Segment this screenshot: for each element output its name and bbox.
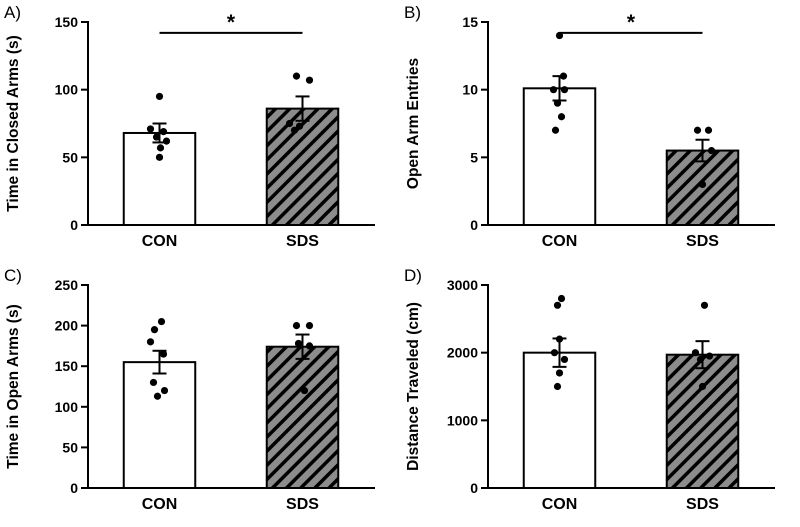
svg-text:1000: 1000: [447, 412, 478, 428]
svg-text:*: *: [227, 11, 236, 34]
svg-text:Time in Closed Arms (s): Time in Closed Arms (s): [5, 35, 22, 212]
svg-text:150: 150: [55, 14, 79, 30]
svg-text:100: 100: [55, 82, 79, 98]
svg-text:3000: 3000: [447, 277, 478, 293]
svg-text:Distance Traveled (cm): Distance Traveled (cm): [405, 302, 422, 471]
svg-text:SDS: SDS: [286, 496, 319, 513]
svg-text:5: 5: [470, 149, 478, 165]
svg-text:SDS: SDS: [286, 233, 319, 250]
svg-text:A): A): [4, 3, 21, 22]
svg-text:SDS: SDS: [686, 496, 719, 513]
chart-svg-a: A) 0 50 100 150 Time in Closed Arms (s) CON SDS…: [4, 3, 375, 250]
svg-text:200: 200: [55, 318, 79, 334]
panel-b: B) 0 5 10 15 Open Arm Entries CON SDS *: [400, 0, 800, 263]
svg-text:*: *: [627, 11, 636, 34]
svg-text:SDS: SDS: [686, 233, 719, 250]
svg-text:250: 250: [55, 277, 79, 293]
svg-text:Open Arm Entries: Open Arm Entries: [405, 58, 422, 189]
svg-text:2000: 2000: [447, 345, 478, 361]
svg-text:0: 0: [470, 480, 478, 496]
svg-text:0: 0: [70, 217, 78, 233]
svg-text:B): B): [404, 3, 421, 22]
panel-c: C) 0 50 100 150 200 250 Time in Open Arms (s) CO…: [0, 263, 400, 527]
svg-text:15: 15: [462, 14, 478, 30]
svg-text:100: 100: [55, 399, 79, 415]
svg-text:C): C): [4, 266, 22, 285]
svg-text:10: 10: [462, 82, 478, 98]
panel-a: A) 0 50 100 150 Time in Closed Arms (s) CON SDS…: [0, 0, 400, 263]
svg-text:0: 0: [70, 480, 78, 496]
svg-text:D): D): [404, 266, 422, 285]
svg-text:CON: CON: [142, 496, 178, 513]
chart-svg-d: D) 0 1000 2000 3000 Distance Traveled (cm) CON…: [404, 266, 775, 513]
svg-text:50: 50: [62, 149, 78, 165]
svg-text:CON: CON: [142, 233, 178, 250]
chart-svg-b: B) 0 5 10 15 Open Arm Entries CON SDS *: [404, 3, 775, 250]
svg-text:0: 0: [470, 217, 478, 233]
chart-svg-c: C) 0 50 100 150 200 250 Time in Open Arms (s) CO…: [4, 266, 375, 513]
svg-text:CON: CON: [542, 233, 578, 250]
svg-text:50: 50: [62, 439, 78, 455]
svg-text:Time in Open Arms (s): Time in Open Arms (s): [5, 304, 22, 469]
panel-d: D) 0 1000 2000 3000 Distance Traveled (cm) CON…: [400, 263, 800, 527]
svg-text:150: 150: [55, 358, 79, 374]
svg-text:CON: CON: [542, 496, 578, 513]
